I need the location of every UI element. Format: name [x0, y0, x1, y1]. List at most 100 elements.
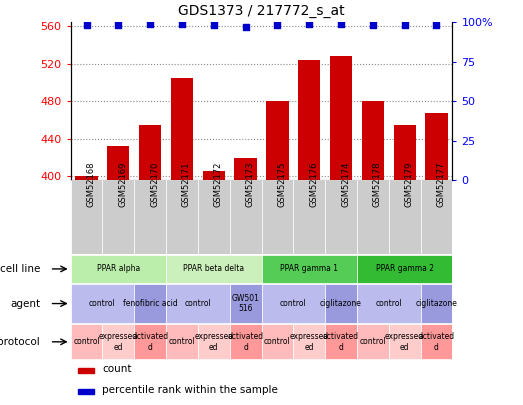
Text: activated
d: activated d: [418, 332, 454, 352]
Text: count: count: [102, 364, 131, 373]
Text: GW501
516: GW501 516: [232, 294, 259, 313]
Text: GSM52178: GSM52178: [373, 161, 382, 207]
Text: agent: agent: [10, 298, 40, 309]
Bar: [262, 255, 357, 283]
Bar: [293, 180, 325, 254]
Text: protocol: protocol: [0, 337, 40, 347]
Point: [114, 22, 122, 29]
Point: [82, 22, 90, 29]
Text: activated
d: activated d: [323, 332, 359, 352]
Text: GSM52174: GSM52174: [341, 161, 350, 207]
Bar: [103, 324, 134, 359]
Text: GSM52177: GSM52177: [437, 161, 446, 207]
Bar: [266, 101, 289, 180]
Bar: [389, 324, 420, 359]
Bar: [166, 284, 230, 323]
Bar: [166, 255, 262, 283]
Text: control: control: [280, 299, 306, 308]
Bar: [134, 324, 166, 359]
Bar: [71, 255, 166, 283]
Bar: [425, 113, 448, 180]
Point: [178, 21, 186, 27]
Point: [210, 22, 218, 29]
Bar: [357, 324, 389, 359]
Bar: [166, 324, 198, 359]
Bar: [230, 284, 262, 323]
Bar: [325, 180, 357, 254]
Bar: [325, 324, 357, 359]
Text: PPAR alpha: PPAR alpha: [97, 264, 140, 273]
Bar: [134, 180, 166, 254]
Text: GSM52173: GSM52173: [246, 161, 255, 207]
Bar: [230, 180, 262, 254]
Text: control: control: [185, 299, 211, 308]
Text: expressed
ed: expressed ed: [290, 332, 329, 352]
Bar: [71, 324, 103, 359]
Bar: [103, 180, 134, 254]
Point: [369, 22, 377, 29]
Title: GDS1373 / 217772_s_at: GDS1373 / 217772_s_at: [178, 4, 345, 19]
Text: activated
d: activated d: [228, 332, 264, 352]
Bar: [107, 146, 130, 180]
Bar: [166, 180, 198, 254]
Text: expressed
ed: expressed ed: [194, 332, 233, 352]
Text: fenofibric acid: fenofibric acid: [123, 299, 177, 308]
Text: PPAR gamma 2: PPAR gamma 2: [376, 264, 434, 273]
Bar: [393, 125, 416, 180]
Point: [337, 21, 345, 27]
Point: [433, 22, 441, 29]
Bar: [78, 368, 94, 373]
Point: [401, 22, 409, 29]
Text: ciglitazone: ciglitazone: [320, 299, 362, 308]
Bar: [230, 324, 262, 359]
Text: PPAR beta delta: PPAR beta delta: [183, 264, 244, 273]
Text: GSM52176: GSM52176: [309, 161, 318, 207]
Bar: [357, 255, 452, 283]
Bar: [420, 180, 452, 254]
Text: control: control: [376, 299, 402, 308]
Bar: [298, 60, 321, 180]
Bar: [420, 324, 452, 359]
Bar: [139, 125, 161, 180]
Bar: [362, 101, 384, 180]
Bar: [293, 324, 325, 359]
Text: GSM52171: GSM52171: [182, 161, 191, 207]
Text: GSM52175: GSM52175: [277, 161, 287, 207]
Text: control: control: [89, 299, 116, 308]
Text: GSM52170: GSM52170: [150, 161, 159, 207]
Bar: [171, 78, 193, 180]
Bar: [389, 180, 420, 254]
Bar: [262, 180, 293, 254]
Text: GSM52172: GSM52172: [214, 161, 223, 207]
Bar: [357, 180, 389, 254]
Text: cell line: cell line: [0, 264, 40, 274]
Text: activated
d: activated d: [132, 332, 168, 352]
Text: control: control: [359, 337, 386, 346]
Text: expressed
ed: expressed ed: [385, 332, 424, 352]
Text: expressed
ed: expressed ed: [99, 332, 138, 352]
Bar: [71, 284, 134, 323]
Bar: [325, 284, 357, 323]
Bar: [262, 324, 293, 359]
Bar: [78, 389, 94, 394]
Text: control: control: [73, 337, 100, 346]
Bar: [134, 284, 166, 323]
Bar: [357, 284, 420, 323]
Bar: [202, 171, 225, 180]
Bar: [262, 284, 325, 323]
Text: GSM52168: GSM52168: [86, 161, 96, 207]
Text: percentile rank within the sample: percentile rank within the sample: [102, 385, 278, 395]
Bar: [198, 324, 230, 359]
Text: ciglitazone: ciglitazone: [416, 299, 458, 308]
Point: [242, 24, 250, 30]
Bar: [420, 284, 452, 323]
Text: control: control: [264, 337, 291, 346]
Text: PPAR gamma 1: PPAR gamma 1: [280, 264, 338, 273]
Bar: [234, 158, 257, 180]
Point: [146, 21, 154, 27]
Bar: [71, 180, 103, 254]
Point: [305, 21, 313, 27]
Text: control: control: [168, 337, 195, 346]
Point: [273, 22, 281, 29]
Bar: [75, 175, 98, 180]
